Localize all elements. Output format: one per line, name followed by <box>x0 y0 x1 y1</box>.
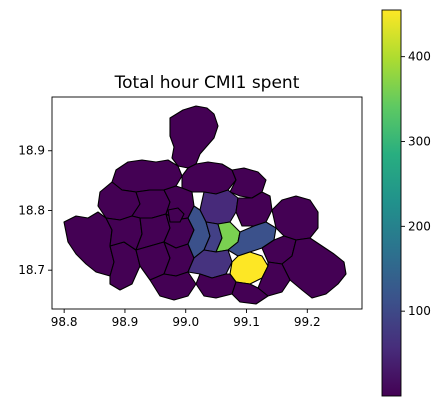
map-regions <box>64 106 346 304</box>
map-region <box>182 162 236 194</box>
map-region <box>170 106 218 168</box>
y-axis-ticks: 18.7 18.8 18.9 <box>18 144 52 277</box>
y-tick-label: 18.8 <box>18 203 45 217</box>
x-tick-label: 99.2 <box>294 315 321 329</box>
colorbar-tick-label: 100 <box>408 304 431 318</box>
colorbar: 100 200 300 400 <box>382 10 431 396</box>
x-axis-ticks: 98.8 98.9 99.0 99.1 99.2 <box>51 309 321 329</box>
map-region <box>236 192 272 226</box>
map-region <box>200 190 238 224</box>
colorbar-tick-label: 200 <box>408 219 431 233</box>
y-tick-label: 18.9 <box>18 144 45 158</box>
colorbar-ticks: 100 200 300 400 <box>401 50 431 319</box>
x-tick-label: 99.1 <box>233 315 260 329</box>
x-tick-label: 98.8 <box>51 315 78 329</box>
colorbar-tick-label: 400 <box>408 50 431 64</box>
chart-title: Total hour CMI1 spent <box>114 73 300 93</box>
map-region <box>272 196 318 240</box>
x-tick-label: 99.0 <box>172 315 199 329</box>
x-tick-label: 98.9 <box>112 315 139 329</box>
y-tick-label: 18.7 <box>18 263 45 277</box>
map-region <box>196 274 236 298</box>
colorbar-tick-label: 300 <box>408 134 431 148</box>
colorbar-gradient <box>382 10 401 396</box>
map-region <box>64 212 114 276</box>
